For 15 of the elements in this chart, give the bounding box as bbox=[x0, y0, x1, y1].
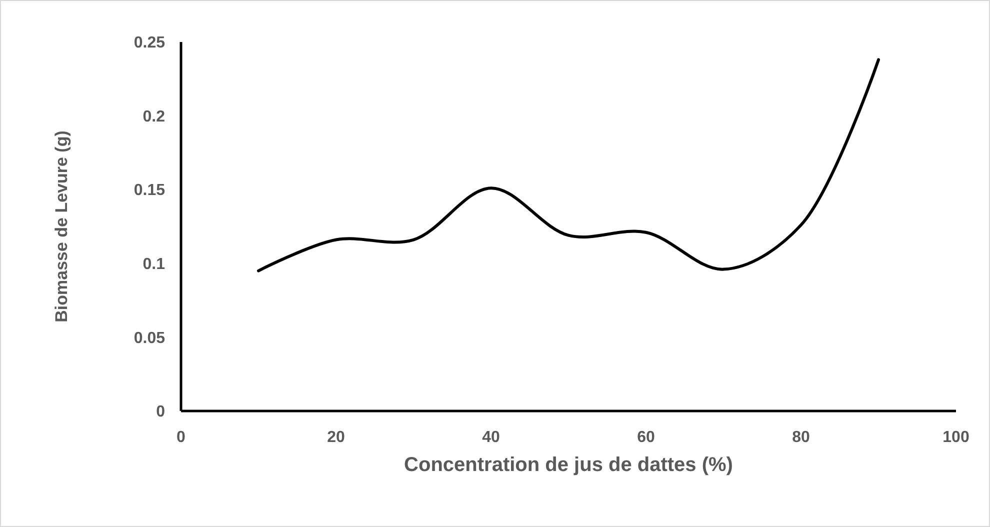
x-tick-label: 100 bbox=[942, 429, 970, 446]
y-tick-label: 0.2 bbox=[142, 108, 166, 126]
x-tick-label: 40 bbox=[482, 429, 500, 446]
x-tick-label: 20 bbox=[327, 429, 345, 446]
x-tick-label: 0 bbox=[176, 429, 186, 446]
y-tick-label: 0.25 bbox=[134, 34, 166, 52]
x-tick-label: 80 bbox=[792, 429, 810, 446]
line-series bbox=[257, 58, 880, 272]
y-axis-title: Biomasse de Levure (g) bbox=[52, 130, 71, 322]
y-tick-label: 0.15 bbox=[134, 182, 166, 200]
y-tick-label: 0 bbox=[156, 404, 166, 421]
y-tick-label: 0.1 bbox=[142, 256, 166, 273]
x-tick-label: 60 bbox=[637, 429, 655, 446]
x-axis-title: Concentration de jus de dattes (%) bbox=[404, 454, 733, 476]
y-tick-label: 0.05 bbox=[134, 330, 166, 347]
